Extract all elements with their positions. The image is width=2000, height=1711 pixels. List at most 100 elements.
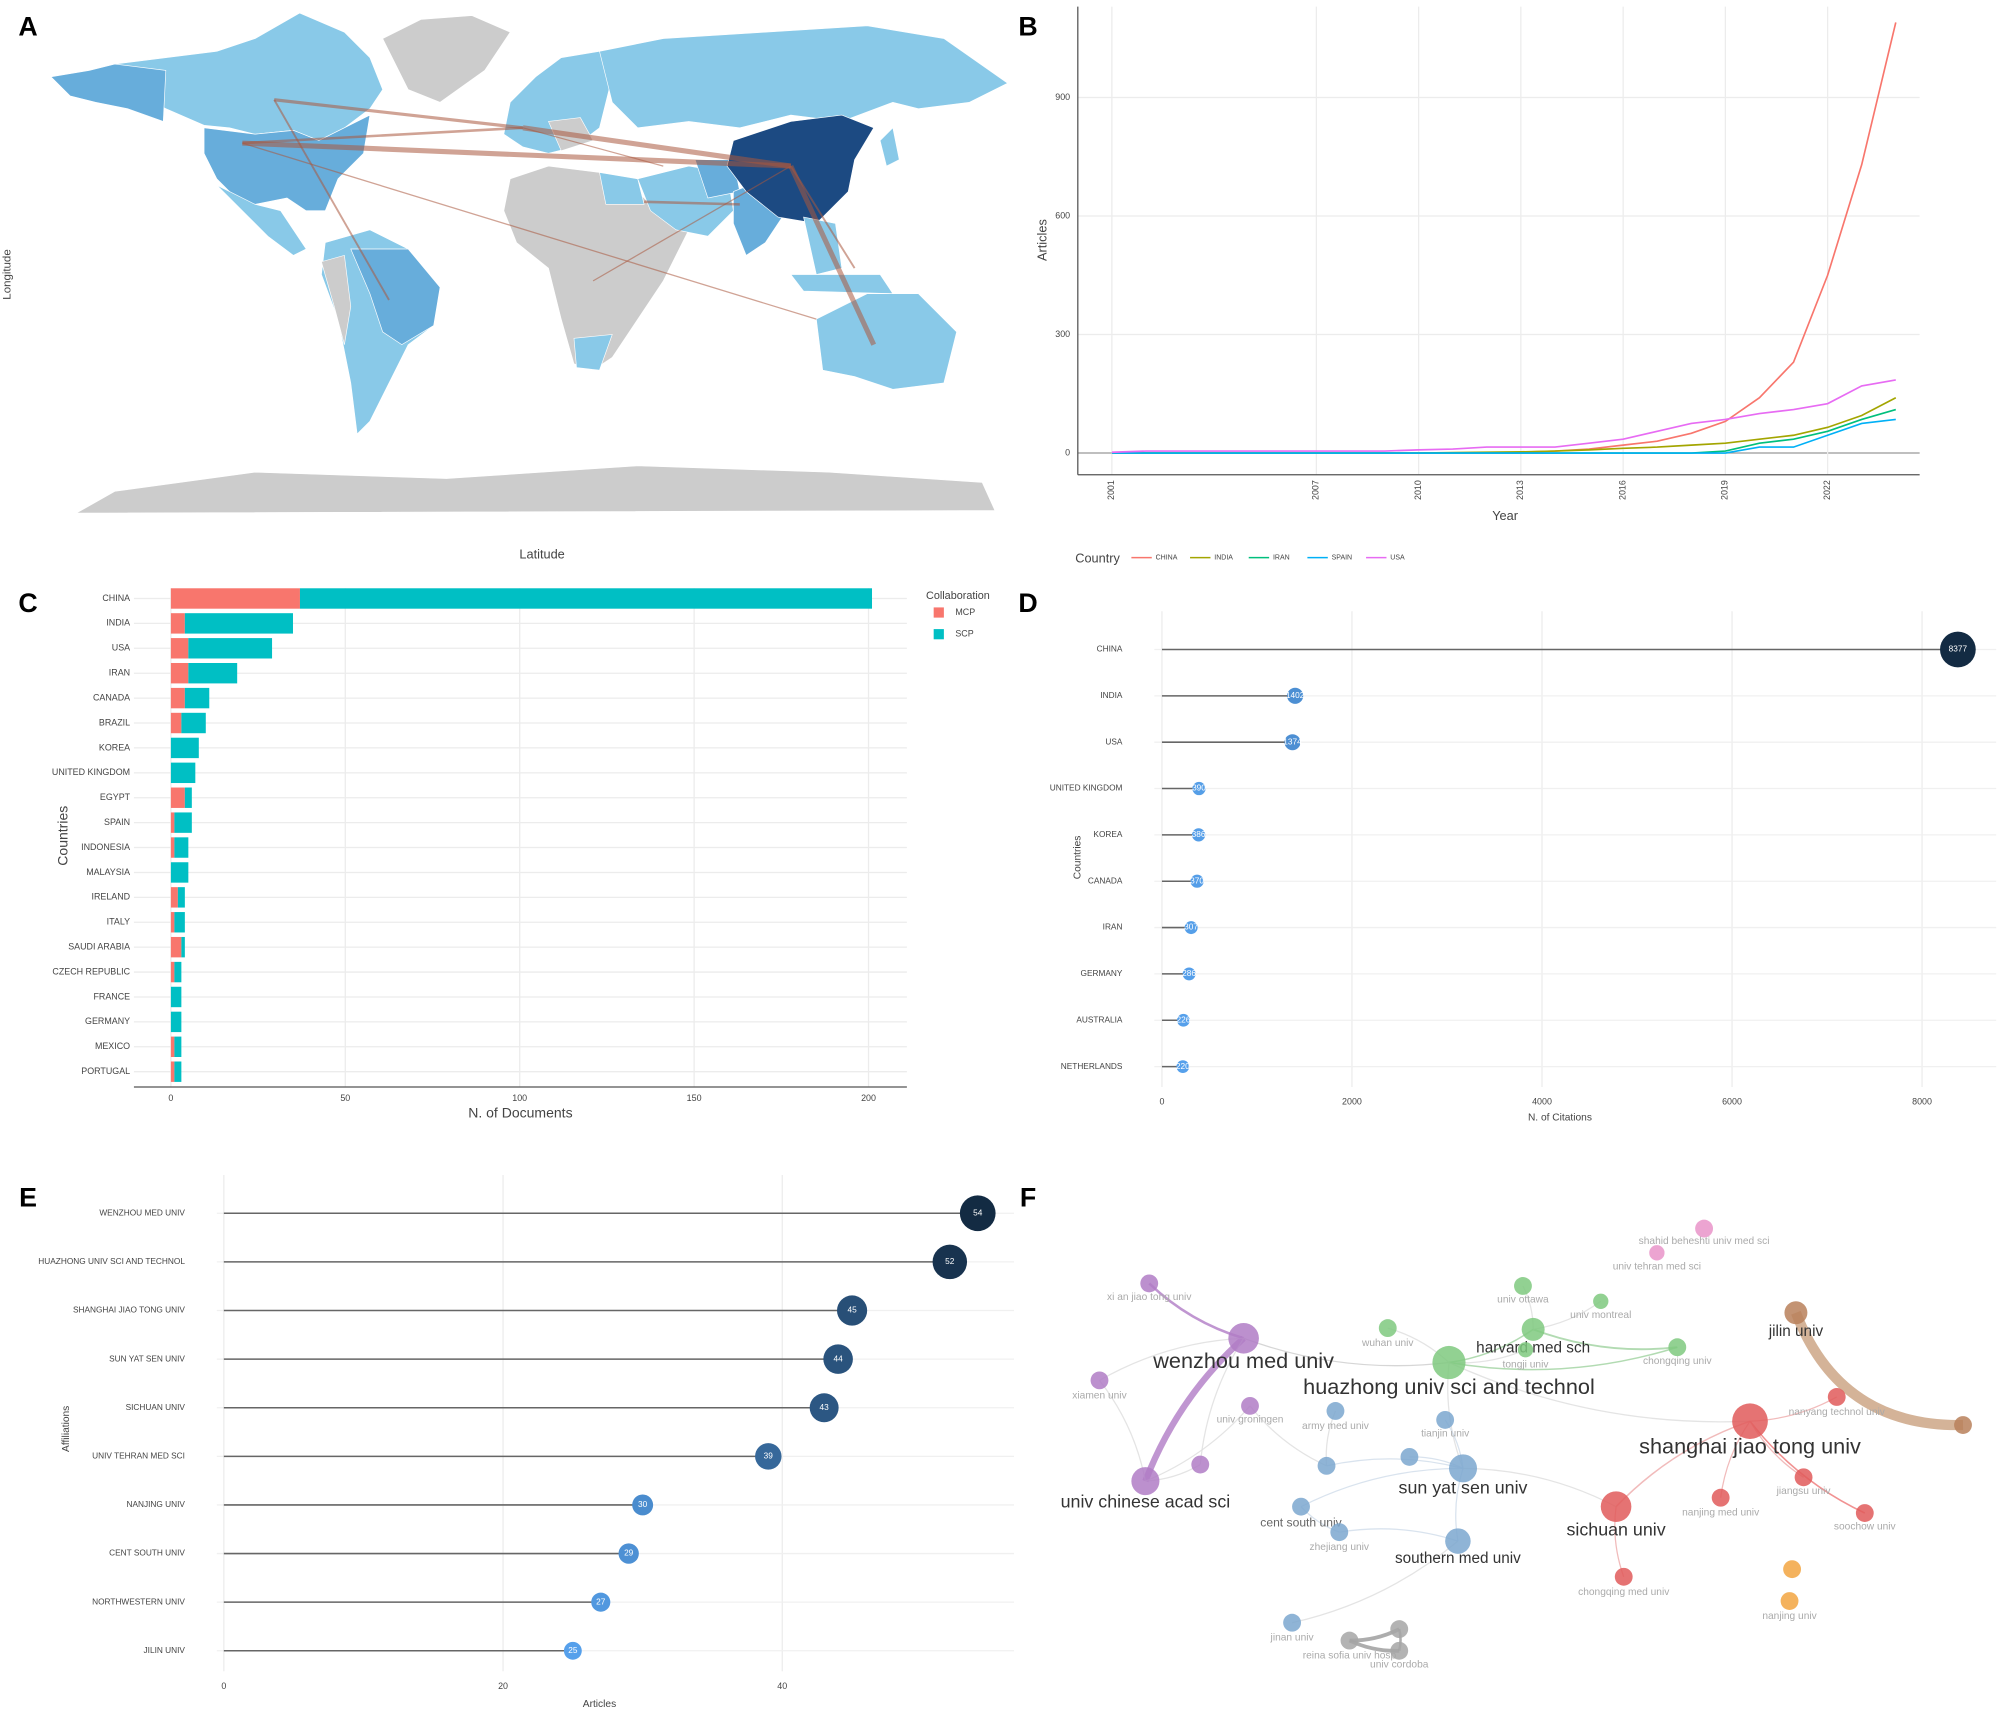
network-node [1445, 1528, 1471, 1554]
network-node [1241, 1396, 1259, 1415]
network-node [1317, 1456, 1336, 1475]
node-label: cent south univ [1260, 1515, 1342, 1529]
bar-segment [188, 638, 273, 659]
series-line [1111, 418, 1896, 454]
bar-segment [170, 936, 182, 958]
network-node [1140, 1274, 1159, 1293]
country-shape [216, 184, 307, 256]
y-tick-label: NETHERLANDS [1061, 1061, 1123, 1071]
value-label: 39 [764, 1451, 774, 1461]
value-label: 390 [1192, 783, 1206, 793]
bar-segment [170, 613, 185, 634]
x-tick-label: 4000 [1532, 1097, 1552, 1107]
node-label: tongji univ [1503, 1360, 1550, 1371]
network-node [1855, 1504, 1874, 1522]
legend-label: INDIA [1214, 555, 1233, 562]
network-edge [1142, 1335, 1246, 1483]
node-label: southern med univ [1395, 1550, 1521, 1567]
network-edge [1145, 1405, 1251, 1482]
network-node [1228, 1322, 1259, 1354]
lollipop-dot [618, 1543, 639, 1564]
panel-label: F [1020, 1182, 1036, 1212]
network-node [1326, 1402, 1345, 1420]
country-shape [879, 127, 900, 167]
y-tick-label: USA [112, 643, 130, 653]
value-label: 27 [596, 1596, 606, 1606]
y-tick-label: 300 [1055, 329, 1070, 339]
network-node [1283, 1613, 1302, 1632]
bar-segment [170, 912, 175, 933]
network-node [1191, 1455, 1210, 1474]
value-label: 43 [820, 1402, 830, 1412]
bar-segment [170, 837, 175, 858]
country-shape [50, 63, 167, 122]
node-label: nanjing med univ [1682, 1508, 1760, 1519]
network-edge [1243, 1337, 1450, 1367]
bar-segment [170, 986, 182, 1008]
network-edge [1099, 1337, 1244, 1381]
y-tick-label: FRANCE [93, 991, 130, 1001]
value-label: 45 [847, 1305, 857, 1315]
y-axis-title: Countries [54, 806, 70, 866]
legend-title: Country [1075, 550, 1120, 565]
value-label: 286 [1182, 968, 1196, 978]
y-tick-label: NORTHWESTERN UNIV [92, 1596, 185, 1606]
y-tick-label: NANJING UNIV [127, 1499, 186, 1509]
lollipop-dot [591, 1592, 611, 1612]
panel-label: B [1018, 11, 1037, 41]
y-axis-title: Affiliations [61, 1406, 72, 1452]
y-tick-label: SPAIN [104, 817, 130, 827]
node-label: xiamen univ [1072, 1390, 1127, 1401]
x-axis-title: Articles [583, 1699, 616, 1710]
x-tick-label: 6000 [1722, 1097, 1742, 1107]
panel-label: A [18, 11, 37, 41]
bar-segment [174, 812, 192, 833]
node-label: chongqing med univ [1578, 1587, 1670, 1598]
value-label: 307 [1184, 922, 1198, 932]
series-line [1111, 379, 1896, 454]
lollipop-dot [1182, 967, 1196, 981]
lollipop-dot [1176, 1060, 1190, 1073]
collaboration-link [242, 126, 524, 145]
x-tick-label: 0 [1159, 1097, 1164, 1107]
value-label: 44 [834, 1353, 844, 1363]
legend-label: SPAIN [1332, 555, 1353, 562]
y-tick-label: 600 [1055, 210, 1070, 220]
bar-segment [181, 936, 185, 958]
collaboration-link [522, 125, 792, 169]
legend-label: USA [1390, 555, 1405, 562]
y-tick-label: USA [1105, 736, 1123, 746]
y-tick-label: IRELAND [91, 892, 130, 902]
legend-title: Collaboration [926, 590, 990, 602]
node-label: nanyang technol univ [1789, 1407, 1886, 1418]
value-label: 25 [568, 1645, 578, 1655]
y-tick-label: BRAZIL [99, 717, 130, 727]
lollipop-dot [1192, 828, 1206, 842]
country-shape [321, 254, 352, 345]
y-tick-label: CENT SOUTH UNIV [109, 1548, 185, 1558]
world-map [50, 12, 1009, 514]
bar-segment [170, 1061, 175, 1082]
y-tick-label: SUN YAT SEN UNIV [109, 1353, 185, 1363]
y-tick-label: 0 [1065, 447, 1070, 457]
country-shape [599, 172, 645, 205]
lollipop-dot [932, 1244, 968, 1280]
node-label: xi an jiao tong univ [1107, 1292, 1192, 1303]
node-label: wuhan univ [1361, 1338, 1414, 1349]
y-tick-label: HUAZHONG UNIV SCI AND TECHNOL [38, 1256, 185, 1266]
value-label: 54 [973, 1207, 983, 1217]
value-label: 220 [1176, 1061, 1190, 1071]
x-tick-label: 100 [512, 1093, 527, 1103]
x-axis-title: Latitude [519, 546, 564, 561]
network-node [1517, 1342, 1534, 1358]
legend-swatch [933, 629, 944, 640]
node-label: huazhong univ sci and technol [1303, 1374, 1595, 1399]
network-node [1593, 1293, 1609, 1309]
network-node [1794, 1468, 1813, 1487]
x-tick-label: 2001 [1106, 480, 1116, 500]
node-label: chongqing univ [1643, 1356, 1712, 1367]
bar-segment [170, 687, 185, 709]
network-node [1780, 1592, 1799, 1610]
country-shape [573, 334, 613, 371]
